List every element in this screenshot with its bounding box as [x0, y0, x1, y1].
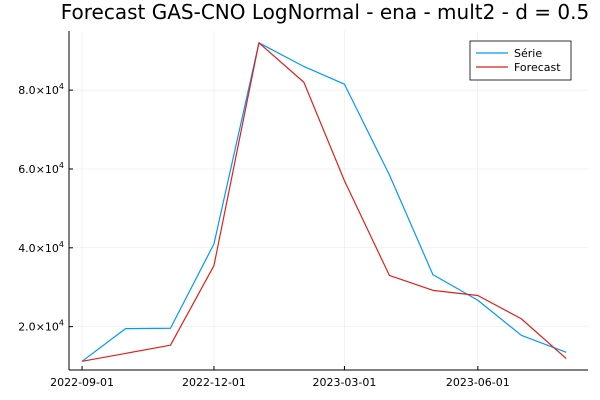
- axes-layer: 2022-09-01 2022-12-01 2023-03-01 2023-06-01…: [18, 31, 588, 389]
- y-tick-label: 6.0×104: [18, 161, 64, 176]
- chart-title: Forecast GAS-CNO LogNormal - ena - mult2…: [61, 0, 589, 24]
- series-layer: [81, 42, 567, 362]
- legend-box: [469, 40, 572, 81]
- y-tick-label: 4.0×104: [18, 240, 64, 255]
- x-tick-label: 2022-12-01: [182, 376, 246, 389]
- y-tick-label: 8.0×104: [18, 82, 64, 97]
- x-tick-label: 2022-09-01: [50, 376, 114, 389]
- y-tick-exponent: 4: [59, 82, 64, 91]
- y-tick-base: ×10: [36, 321, 59, 334]
- y-tick-mantissa: 4.0: [18, 242, 36, 255]
- x-tick-label: 2023-03-01: [312, 376, 376, 389]
- y-tick-mantissa: 2.0: [18, 321, 36, 334]
- series-line-forecast: [81, 42, 567, 362]
- y-tick-base: ×10: [36, 242, 59, 255]
- y-tick-exponent: 4: [59, 240, 64, 249]
- y-tick-exponent: 4: [59, 161, 64, 170]
- legend-label: Série: [514, 47, 542, 60]
- y-tick-mantissa: 6.0: [18, 163, 36, 176]
- legend-label: Forecast: [514, 61, 561, 74]
- x-tick-label: 2023-06-01: [446, 376, 510, 389]
- y-tick-base: ×10: [36, 84, 59, 97]
- y-tick-exponent: 4: [59, 319, 64, 328]
- grid-layer: [69, 31, 588, 370]
- y-tick-base: ×10: [36, 163, 59, 176]
- y-tick-mantissa: 8.0: [18, 84, 36, 97]
- y-tick-label: 2.0×104: [18, 319, 64, 334]
- series-line-serie: [81, 42, 567, 362]
